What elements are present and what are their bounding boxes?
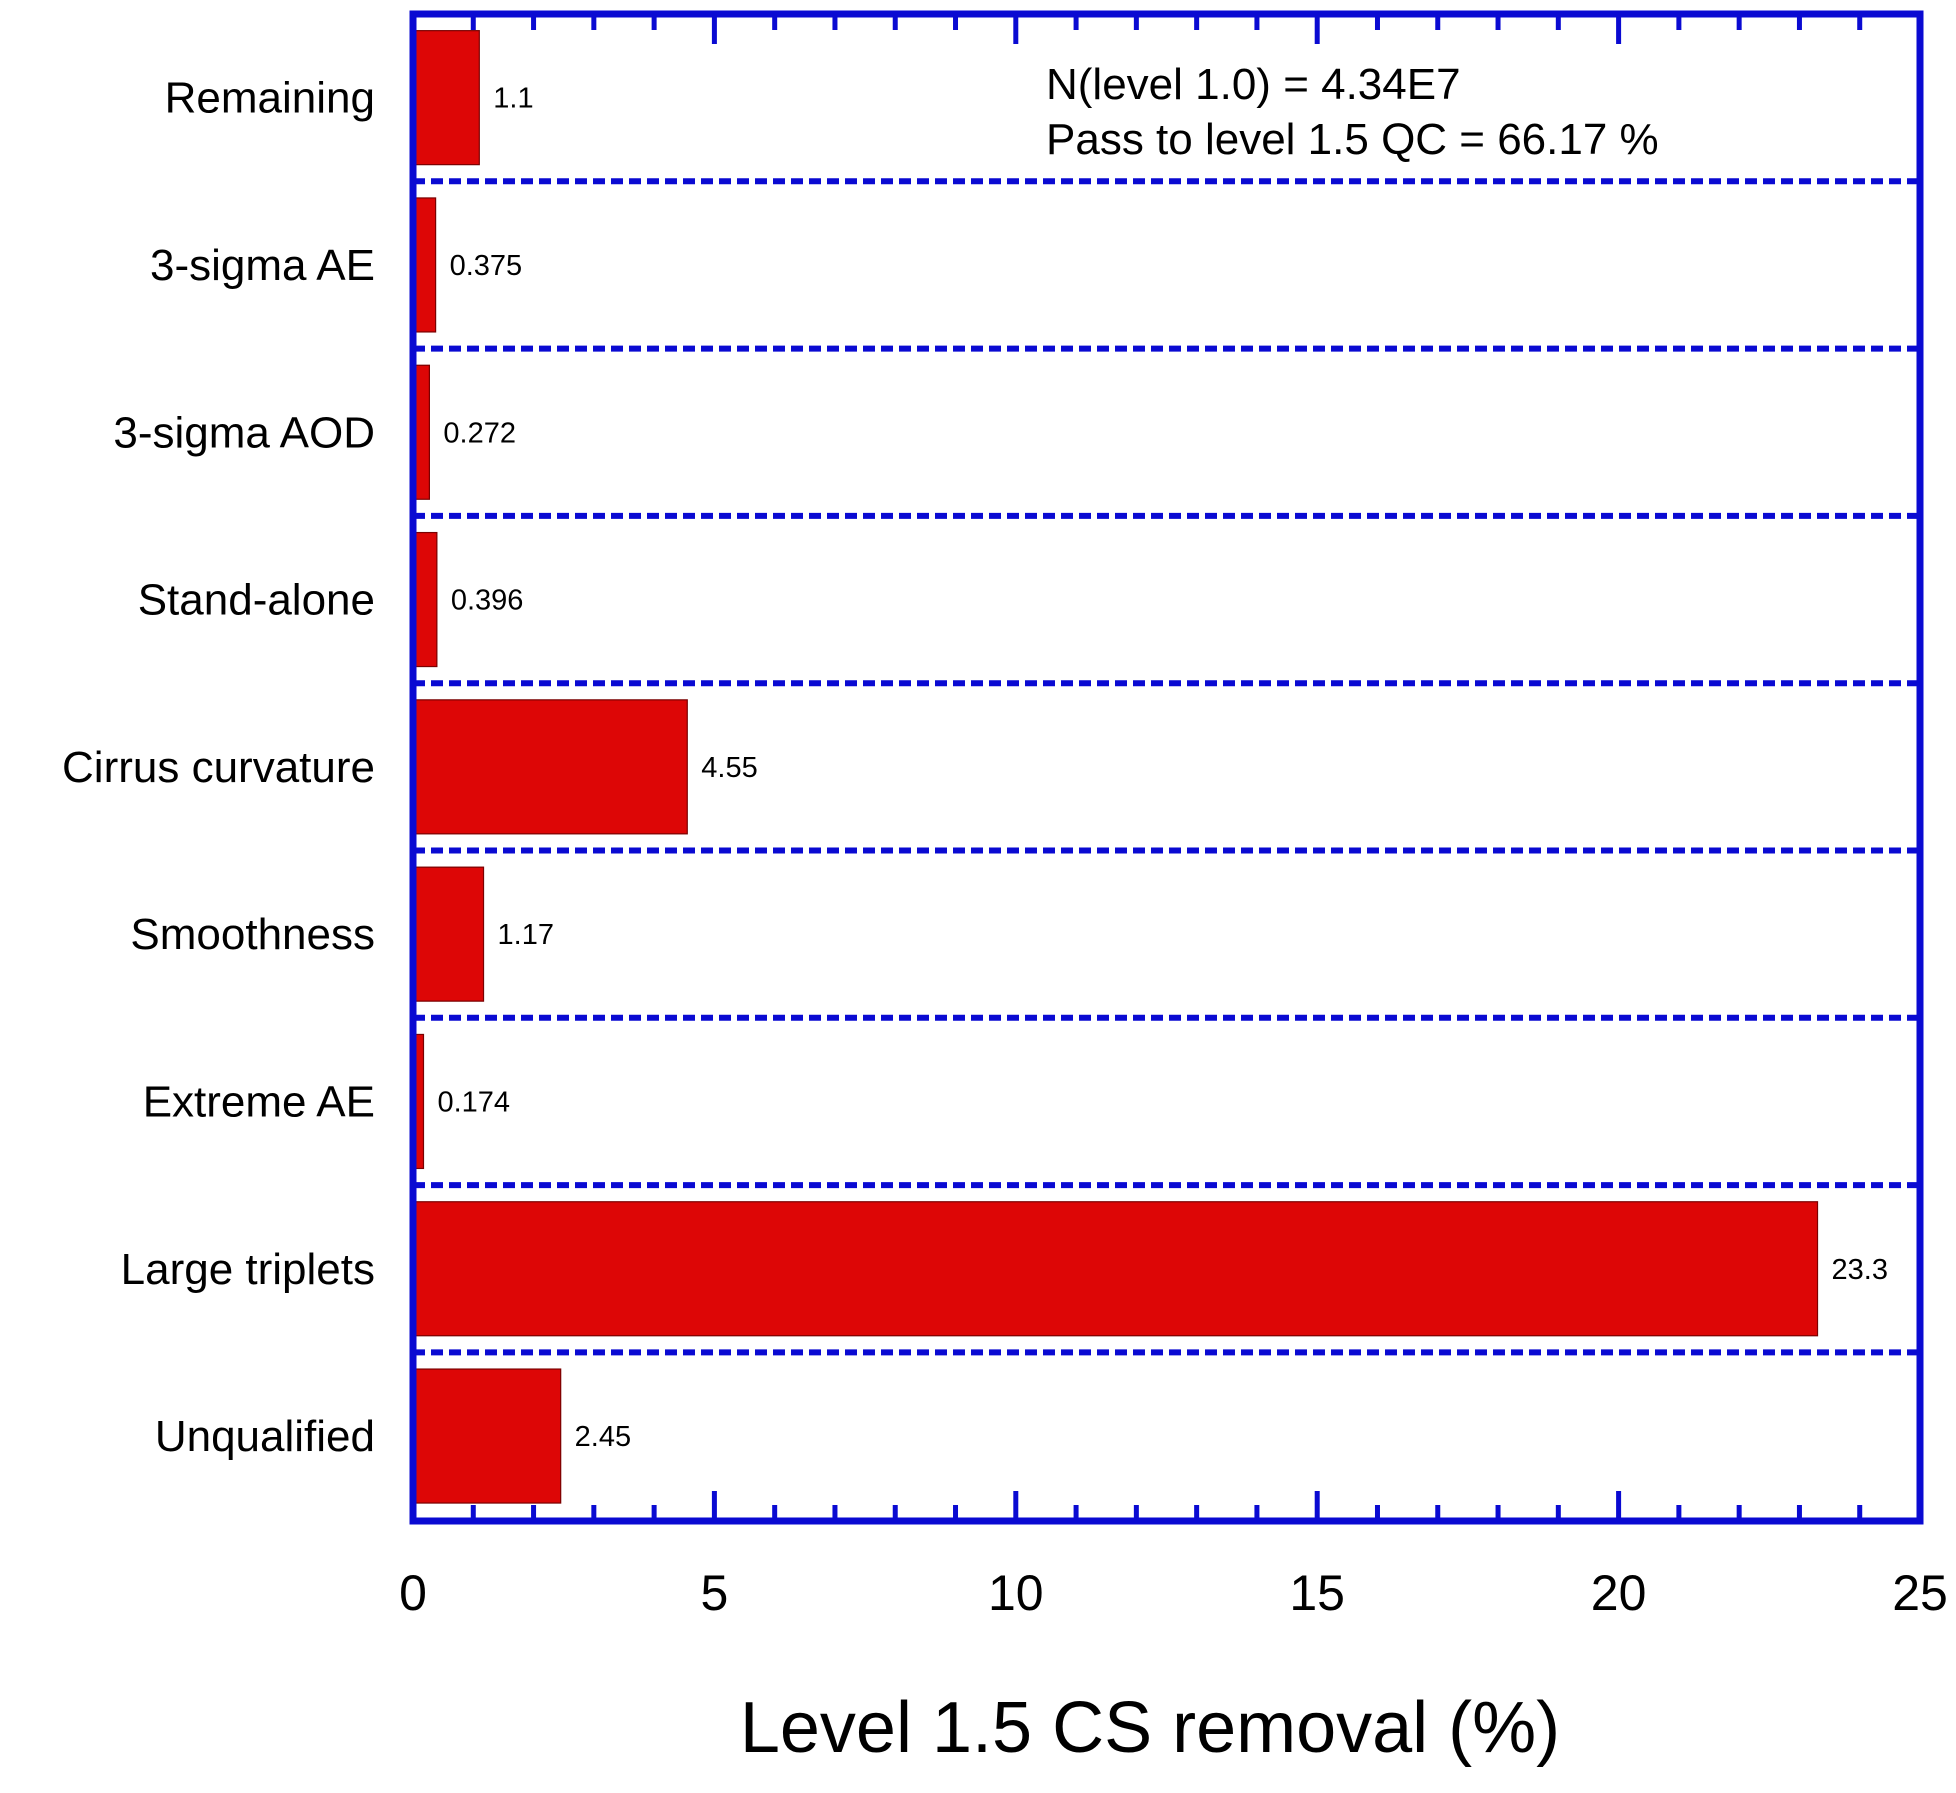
x-tick-label: 20 [1591, 1565, 1647, 1621]
category-label: Cirrus curvature [62, 743, 375, 792]
x-tick-labels: 0 5 10 15 20 25 [399, 1565, 1948, 1621]
value-label: 0.396 [451, 585, 524, 617]
annotation-n-level: N(level 1.0) = 4.34E7 [1046, 60, 1461, 109]
bar-3-sigma-aod [414, 364, 430, 500]
bar-stand-alone [414, 531, 438, 668]
value-label: 1.17 [498, 919, 554, 951]
bar-remaining [414, 30, 480, 166]
annotation-pass-rate: Pass to level 1.5 QC = 66.17 % [1046, 115, 1659, 164]
x-tick-label: 15 [1289, 1565, 1345, 1621]
bar-smoothness [414, 866, 485, 1002]
category-label: 3-sigma AE [150, 241, 375, 290]
bar-unqualified [414, 1368, 562, 1504]
value-label: 4.55 [701, 752, 757, 784]
plot-frame [409, 10, 1924, 1525]
value-label: 0.375 [450, 250, 523, 282]
bars [414, 30, 1819, 1504]
value-label: 2.45 [575, 1421, 631, 1453]
category-label: 3-sigma AOD [113, 408, 375, 457]
category-label: Extreme AE [143, 1077, 375, 1126]
bar-3-sigma-ae [414, 197, 437, 333]
x-tick-label: 5 [700, 1565, 728, 1621]
x-tick-label: 25 [1892, 1565, 1948, 1621]
value-label: 0.272 [443, 417, 516, 449]
category-label: Remaining [165, 74, 375, 123]
category-label: Unqualified [155, 1412, 375, 1461]
x-tick-label: 10 [988, 1565, 1044, 1621]
bar-cirrus-curvature [414, 699, 688, 835]
category-label: Large triplets [121, 1245, 375, 1294]
x-tick-label: 0 [399, 1565, 427, 1621]
category-label: Smoothness [130, 910, 375, 959]
category-label: Stand-alone [138, 576, 375, 625]
value-label: 1.1 [493, 83, 533, 115]
value-labels: 1.1 0.375 0.272 0.396 4.55 1.17 0.174 23.3 2.45 [437, 83, 1887, 1453]
category-labels: Remaining 3-sigma AE 3-sigma AOD Stand-alon… [62, 74, 375, 1461]
value-label: 23.3 [1832, 1254, 1888, 1286]
value-label: 0.174 [437, 1086, 510, 1118]
bar-large-triplets [414, 1201, 1819, 1337]
x-axis-title: Level 1.5 CS removal (%) [740, 1688, 1560, 1768]
